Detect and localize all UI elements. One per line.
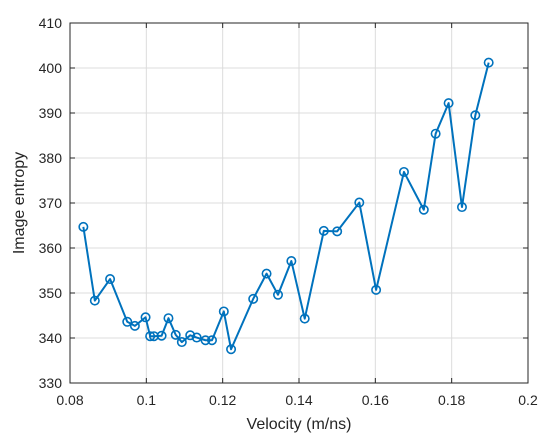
x-tick-label: 0.16 bbox=[362, 392, 389, 408]
y-axis-label: Image entropy bbox=[11, 152, 28, 254]
x-tick-label: 0.08 bbox=[56, 392, 83, 408]
data-point bbox=[170, 329, 181, 340]
data-point bbox=[398, 166, 409, 177]
y-tick-label: 400 bbox=[39, 60, 63, 76]
data-series bbox=[78, 57, 494, 355]
grid bbox=[69, 22, 529, 384]
y-tick-label: 350 bbox=[39, 285, 63, 301]
x-axis-label: Velocity (m/ns) bbox=[247, 416, 352, 433]
data-point bbox=[456, 202, 467, 213]
data-point bbox=[206, 335, 217, 346]
y-tick-label: 380 bbox=[39, 150, 63, 166]
x-tick-label: 0.14 bbox=[285, 392, 312, 408]
data-point bbox=[248, 293, 259, 304]
data-point bbox=[78, 221, 89, 232]
x-tick-label: 0.18 bbox=[438, 392, 465, 408]
data-point bbox=[156, 330, 167, 341]
data-point bbox=[122, 316, 133, 327]
x-tick-label: 0.12 bbox=[209, 392, 236, 408]
series-line bbox=[82, 62, 490, 351]
y-tick-label: 340 bbox=[39, 330, 63, 346]
data-point bbox=[318, 225, 329, 236]
data-point bbox=[185, 330, 196, 341]
data-point bbox=[200, 335, 211, 346]
data-point bbox=[176, 337, 187, 348]
data-point bbox=[273, 289, 284, 300]
data-point bbox=[105, 274, 116, 285]
y-tick-label: 330 bbox=[39, 375, 63, 391]
data-point bbox=[430, 128, 441, 139]
data-point bbox=[191, 332, 202, 343]
data-point bbox=[299, 313, 310, 324]
data-point bbox=[286, 256, 297, 267]
data-point bbox=[354, 197, 365, 208]
data-point bbox=[140, 312, 151, 323]
y-tick-label: 360 bbox=[39, 240, 63, 256]
data-point bbox=[89, 295, 100, 306]
data-point bbox=[226, 344, 237, 355]
data-point bbox=[443, 98, 454, 109]
axis-ticks: 0.08 0.1 0.12 0.14 0.16 0.18 0.2 330 340 350 360 37… bbox=[39, 15, 538, 408]
y-tick-label: 370 bbox=[39, 195, 63, 211]
data-point bbox=[332, 226, 343, 237]
data-point bbox=[129, 320, 140, 331]
data-point bbox=[371, 284, 382, 295]
y-tick-label: 390 bbox=[39, 105, 63, 121]
data-point bbox=[470, 110, 481, 121]
x-tick-label: 0.1 bbox=[137, 392, 157, 408]
data-point bbox=[261, 268, 272, 279]
data-point bbox=[145, 331, 156, 342]
x-tick-label: 0.2 bbox=[518, 392, 538, 408]
data-point bbox=[163, 313, 174, 324]
data-point bbox=[483, 57, 494, 68]
data-point bbox=[218, 306, 229, 317]
y-tick-label: 410 bbox=[39, 15, 63, 31]
data-point bbox=[418, 204, 429, 215]
